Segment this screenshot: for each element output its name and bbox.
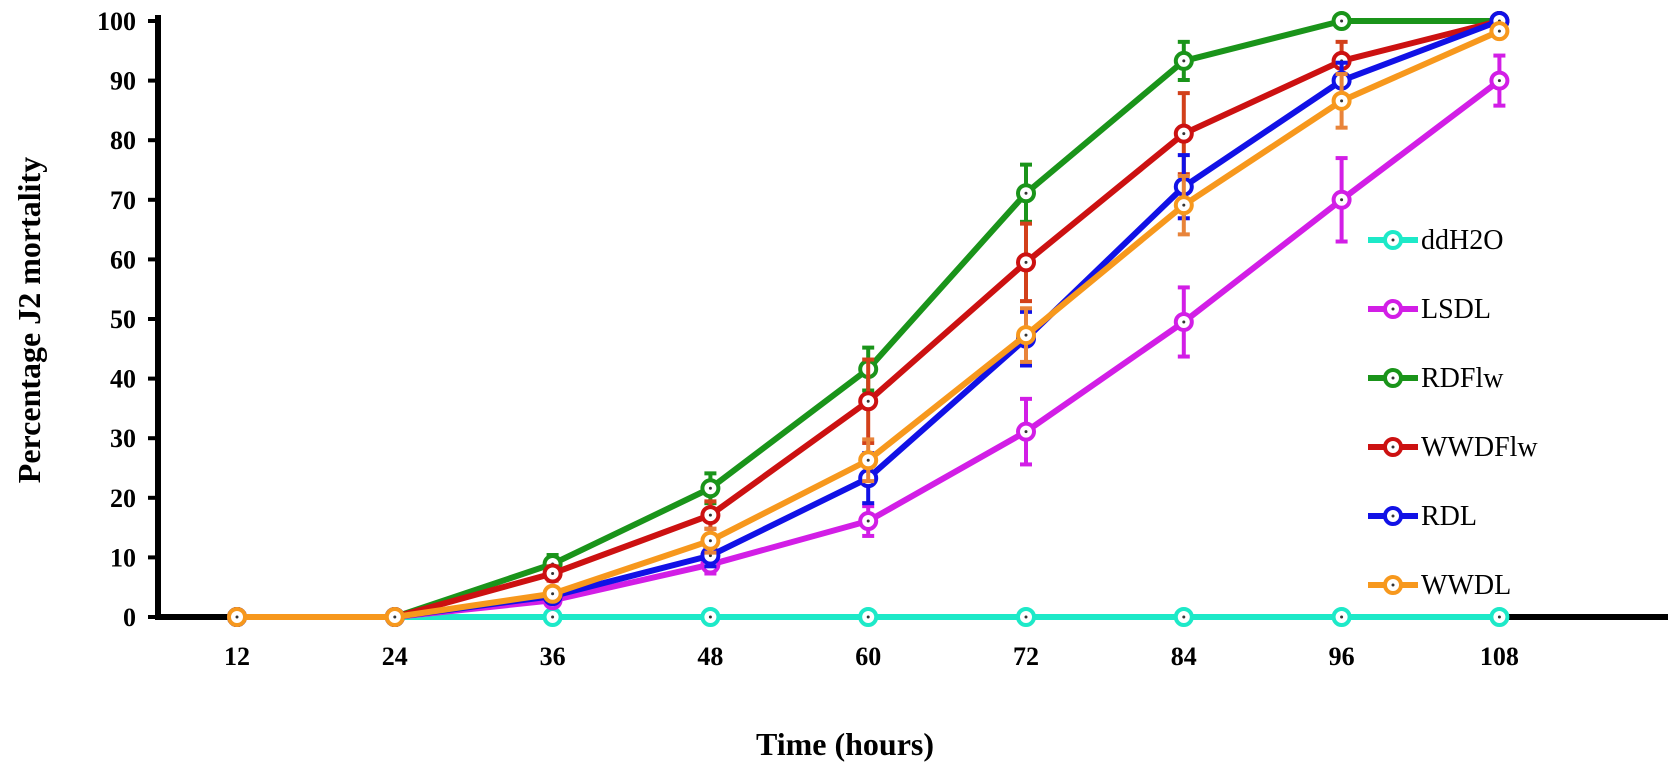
legend-label: RDFlw xyxy=(1421,363,1504,394)
data-point-center xyxy=(708,513,712,517)
legend: ddH2O LSDL RDFlw WWDFlw RDL WWDL xyxy=(1368,225,1538,601)
data-point-center xyxy=(551,592,555,596)
legend-marker-center xyxy=(1391,238,1395,242)
data-point-center xyxy=(1182,203,1186,207)
y-axis-title: Percentage J2 mortality xyxy=(11,157,47,483)
data-point-center xyxy=(1497,615,1501,619)
data-point-center xyxy=(866,458,870,462)
data-point-center xyxy=(1340,198,1344,202)
y-tick-label: 100 xyxy=(97,7,136,36)
series-layer xyxy=(227,11,1510,627)
y-tick-label: 80 xyxy=(110,126,136,155)
x-tick-label: 72 xyxy=(1013,642,1039,671)
y-tick-label: 70 xyxy=(110,186,136,215)
data-point-center xyxy=(1182,59,1186,63)
x-tick-label: 96 xyxy=(1329,642,1355,671)
data-point-center xyxy=(1024,615,1028,619)
data-point-center xyxy=(708,554,712,558)
legend-item: WWDFlw xyxy=(1368,432,1538,463)
data-point-center xyxy=(866,399,870,403)
data-point-center xyxy=(708,615,712,619)
legend-label: LSDL xyxy=(1421,294,1491,325)
tick-labels: 0 10 20 30 40 50 60 70 80 90 100 12 24 36 48 60 72 84 96 10… xyxy=(97,7,1519,671)
y-tick-label: 10 xyxy=(110,543,136,572)
y-tick-label: 30 xyxy=(110,424,136,453)
y-tick-label: 90 xyxy=(110,67,136,96)
legend-item: WWDL xyxy=(1368,570,1511,601)
data-point-center xyxy=(708,486,712,490)
data-point-center xyxy=(393,615,397,619)
data-point-center xyxy=(1024,191,1028,195)
x-tick-label: 12 xyxy=(224,642,250,671)
data-point-center xyxy=(1024,333,1028,337)
data-point-center xyxy=(1497,79,1501,83)
data-point-center xyxy=(1182,132,1186,136)
legend-marker-center xyxy=(1391,445,1395,449)
x-tick-label: 36 xyxy=(540,642,566,671)
y-tick-label: 20 xyxy=(110,484,136,513)
x-tick-label: 60 xyxy=(855,642,881,671)
legend-item: RDL xyxy=(1368,501,1477,532)
data-point-center xyxy=(1182,320,1186,324)
y-tick-label: 40 xyxy=(110,365,136,394)
legend-label: WWDL xyxy=(1421,570,1511,601)
legend-label: RDL xyxy=(1421,501,1477,532)
data-point-center xyxy=(1340,615,1344,619)
x-tick-label: 48 xyxy=(697,642,723,671)
data-point-center xyxy=(1340,19,1344,23)
legend-marker-center xyxy=(1391,307,1395,311)
x-tick-label: 24 xyxy=(382,642,408,671)
data-point-center xyxy=(708,539,712,543)
x-tick-label: 108 xyxy=(1480,642,1519,671)
x-tick-label: 84 xyxy=(1171,642,1197,671)
data-point-center xyxy=(235,615,239,619)
legend-marker-center xyxy=(1391,514,1395,518)
data-point-center xyxy=(551,615,555,619)
data-point-center xyxy=(1497,29,1501,33)
series-wwdl xyxy=(227,21,1510,627)
data-point-center xyxy=(866,615,870,619)
data-point-center xyxy=(1024,260,1028,264)
data-point-center xyxy=(1182,615,1186,619)
data-point-center xyxy=(866,519,870,523)
data-point-center xyxy=(551,571,555,575)
legend-label: WWDFlw xyxy=(1421,432,1538,463)
legend-marker-center xyxy=(1391,583,1395,587)
legend-item: RDFlw xyxy=(1368,363,1504,394)
data-point-center xyxy=(1024,430,1028,434)
y-tick-label: 0 xyxy=(123,603,136,632)
legend-item: LSDL xyxy=(1368,294,1491,325)
y-tick-label: 60 xyxy=(110,245,136,274)
legend-item: ddH2O xyxy=(1368,225,1503,256)
legend-label: ddH2O xyxy=(1421,225,1503,256)
x-axis-title: Time (hours) xyxy=(756,726,934,762)
series-lsdl xyxy=(227,53,1510,627)
data-point-center xyxy=(1340,99,1344,103)
y-tick-label: 50 xyxy=(110,305,136,334)
legend-marker-center xyxy=(1391,376,1395,380)
